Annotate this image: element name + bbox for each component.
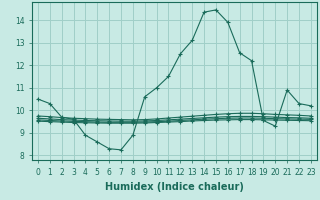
X-axis label: Humidex (Indice chaleur): Humidex (Indice chaleur) xyxy=(105,182,244,192)
